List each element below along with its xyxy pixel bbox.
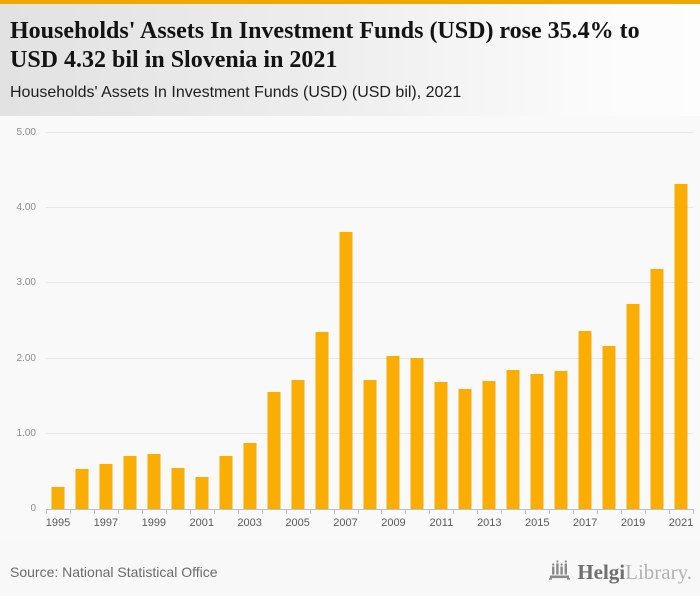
chart-header: Households' Assets In Investment Funds (… xyxy=(0,4,700,116)
x-axis-tick xyxy=(189,509,191,514)
plot-area xyxy=(46,132,694,514)
bar-2017 xyxy=(578,330,592,509)
bar-1997 xyxy=(99,463,113,509)
x-axis-label-1997: 1997 xyxy=(93,517,119,529)
logo-wordmark: HelgiLibrary. xyxy=(577,559,692,585)
x-axis-label-1995: 1995 xyxy=(45,517,71,529)
x-axis-label-2013: 2013 xyxy=(477,517,502,529)
x-axis-label-2007: 2007 xyxy=(333,517,358,529)
bar-chart-logo-icon xyxy=(548,557,573,586)
bar-1995 xyxy=(51,487,65,509)
x-axis-tick xyxy=(453,509,455,514)
logo-helgi-text: Helgi xyxy=(577,559,626,584)
bar-2009 xyxy=(386,355,400,509)
x-axis-label-2003: 2003 xyxy=(237,517,262,529)
x-axis-label-2009: 2009 xyxy=(381,517,406,529)
x-axis-tick xyxy=(477,509,479,514)
x-axis-label-2021: 2021 xyxy=(668,517,694,529)
x-axis-tick xyxy=(549,509,551,514)
y-axis-label-0: 0 xyxy=(30,503,36,514)
x-axis-tick xyxy=(261,509,263,514)
y-axis-label-3.00: 3.00 xyxy=(16,277,36,289)
x-axis-tick xyxy=(429,509,431,514)
x-axis-tick xyxy=(525,509,527,514)
bar-2016 xyxy=(554,370,568,509)
bar-2015 xyxy=(530,373,544,509)
x-axis-tick xyxy=(117,509,119,514)
y-axis-label-4.00: 4.00 xyxy=(16,202,36,214)
bar-1999 xyxy=(147,454,161,509)
x-axis-label-2015: 2015 xyxy=(524,517,550,529)
chart-area: 5.00 4.00 3.00 2.00 1.00 0 1995 1997 1999 2001 200… xyxy=(0,116,700,540)
gridline-2.00 xyxy=(46,357,693,359)
bar-1996 xyxy=(75,469,89,509)
bar-2005 xyxy=(291,379,305,509)
x-axis-tick xyxy=(213,509,215,514)
bar-2011 xyxy=(434,381,448,509)
x-axis-label-2019: 2019 xyxy=(620,517,646,529)
x-axis-tick xyxy=(333,509,335,514)
x-axis-tick xyxy=(645,509,647,514)
x-axis-tick xyxy=(381,509,383,514)
helgi-library-logo[interactable]: HelgiLibrary. xyxy=(548,557,692,586)
y-axis-label-5.00: 5.00 xyxy=(16,127,36,138)
bar-1998 xyxy=(123,456,137,509)
bar-2002 xyxy=(219,455,233,509)
accent-top-bar xyxy=(0,0,700,4)
x-axis-label-2001: 2001 xyxy=(189,517,214,529)
x-axis-tick xyxy=(597,509,599,514)
x-axis-label-1999: 1999 xyxy=(141,517,167,529)
bar-2003 xyxy=(243,442,257,509)
x-axis-line xyxy=(46,509,693,510)
bar-2013 xyxy=(482,381,496,509)
bar-2000 xyxy=(171,467,185,509)
x-axis-tick xyxy=(46,509,47,514)
bar-2012 xyxy=(458,388,472,509)
chart-subtitle: Households' Assets In Investment Funds (… xyxy=(10,84,462,101)
bar-2004 xyxy=(267,392,281,509)
x-axis-tick xyxy=(693,509,694,514)
bar-2006 xyxy=(315,332,329,509)
logo-library-text: Library. xyxy=(625,559,692,584)
x-axis-label-2005: 2005 xyxy=(285,517,310,529)
gridline-5.00 xyxy=(46,132,693,133)
x-axis-tick xyxy=(501,509,503,514)
x-axis-tick xyxy=(165,509,167,514)
bar-2020 xyxy=(650,269,664,509)
x-axis-label-2017: 2017 xyxy=(572,517,598,529)
bar-2007 xyxy=(339,231,353,509)
y-axis-label-2.00: 2.00 xyxy=(16,352,36,364)
x-axis-label-2011: 2011 xyxy=(429,517,454,529)
gridline-4.00 xyxy=(46,207,693,209)
x-axis-tick xyxy=(69,509,71,514)
x-axis-tick xyxy=(621,509,623,514)
bar-2008 xyxy=(363,379,376,509)
bar-2001 xyxy=(195,477,209,509)
gridline-3.00 xyxy=(46,282,693,284)
chart-title: Households' Assets In Investment Funds (… xyxy=(10,18,640,73)
x-axis-tick xyxy=(573,509,575,514)
x-axis-tick xyxy=(669,509,671,514)
bar-2014 xyxy=(506,369,520,509)
bar-2018 xyxy=(602,345,616,509)
bar-2010 xyxy=(410,357,424,509)
x-axis-tick xyxy=(357,509,359,514)
x-axis-tick xyxy=(141,509,143,514)
x-axis-tick xyxy=(405,509,407,514)
source-label: Source: National Statistical Office xyxy=(10,564,218,580)
bar-2019 xyxy=(626,304,640,509)
x-axis-tick xyxy=(237,509,239,514)
x-axis-tick xyxy=(309,509,311,514)
y-axis-label-1.00: 1.00 xyxy=(16,427,36,439)
x-axis-tick xyxy=(285,509,287,514)
chart-footer: Source: National Statistical Office xyxy=(0,540,700,596)
bar-2021 xyxy=(674,184,688,509)
x-axis-tick xyxy=(93,509,95,514)
